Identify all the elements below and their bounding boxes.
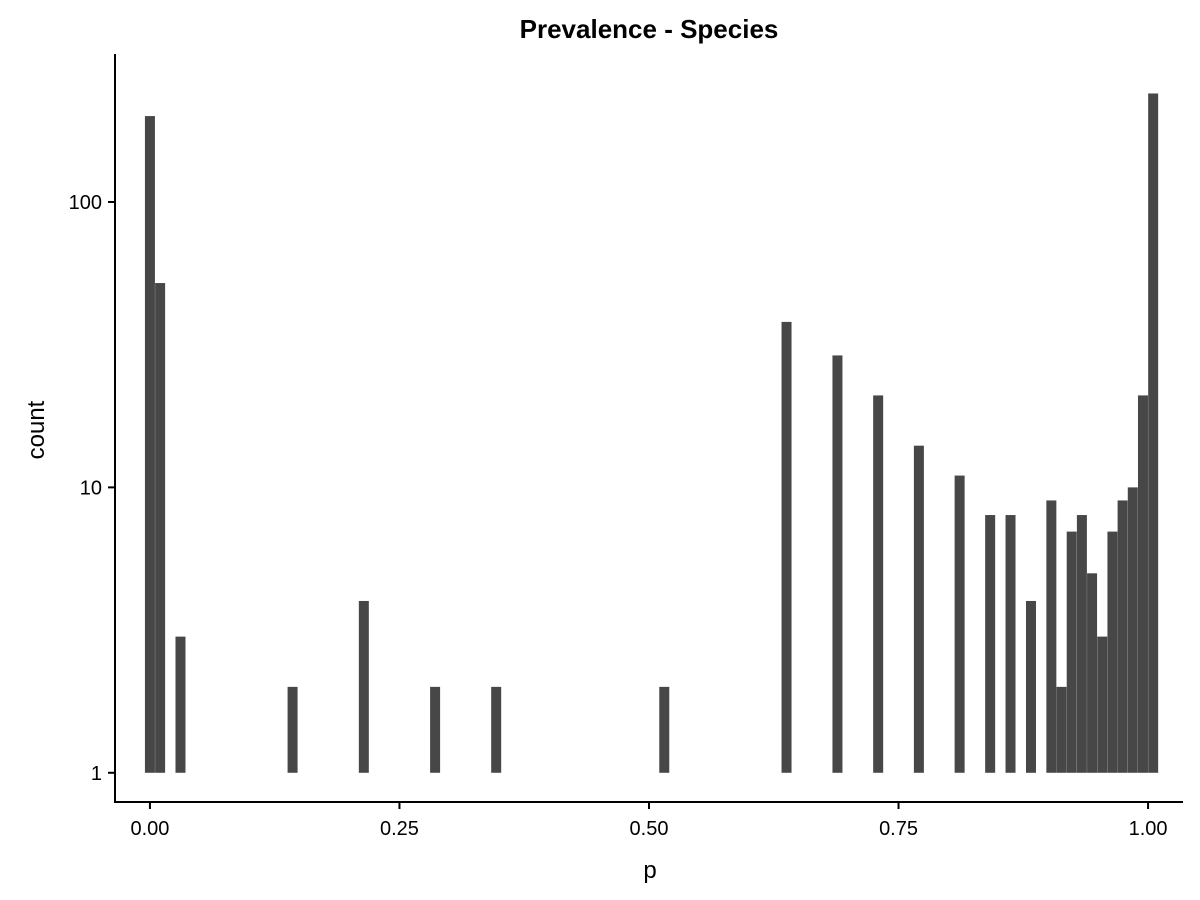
x-axis-label: p	[643, 857, 656, 884]
histogram-bar	[659, 686, 670, 773]
y-axis-label: count	[23, 400, 50, 459]
histogram-bar	[358, 600, 369, 773]
histogram-bar	[1046, 500, 1057, 773]
histogram-bar	[1025, 600, 1036, 773]
y-axis: 1 10 100	[69, 54, 116, 803]
y-tick-label: 10	[80, 477, 102, 499]
histogram-bar	[1117, 500, 1128, 773]
x-tick-label: 0.00	[130, 818, 169, 840]
histogram-bar	[491, 686, 502, 773]
x-tick-label: 0.50	[630, 818, 669, 840]
histogram-bar	[781, 321, 792, 773]
histogram-bar	[430, 686, 441, 773]
x-tick-label: 1.00	[1129, 818, 1168, 840]
x-axis: 0.00 0.25 0.50 0.75 1.00	[114, 801, 1183, 840]
histogram-bar	[832, 355, 843, 773]
histogram-bar	[1076, 515, 1087, 773]
histogram-bar	[873, 395, 884, 773]
y-tick-label: 1	[91, 763, 102, 785]
histogram-bar	[1127, 487, 1138, 773]
bars-group	[144, 93, 1159, 773]
histogram-bar	[155, 283, 166, 773]
histogram-bar	[175, 636, 186, 773]
x-tick-label: 0.25	[380, 818, 419, 840]
y-tick-label: 100	[69, 192, 102, 214]
chart-title: Prevalence - Species	[520, 14, 779, 44]
histogram-bar	[985, 515, 996, 773]
histogram-bar	[1137, 395, 1148, 773]
histogram-bar	[1087, 573, 1098, 773]
histogram-bar	[1097, 636, 1108, 773]
histogram-bar	[1005, 515, 1016, 773]
x-tick-label: 0.75	[879, 818, 918, 840]
histogram-bar	[144, 116, 155, 773]
histogram-bar	[287, 686, 298, 773]
histogram-bar	[913, 445, 924, 773]
histogram-bar	[1056, 686, 1067, 773]
histogram-bar	[1107, 531, 1118, 773]
histogram-bar	[954, 475, 965, 773]
histogram-bar	[1066, 531, 1077, 773]
histogram-bar	[1148, 93, 1159, 773]
